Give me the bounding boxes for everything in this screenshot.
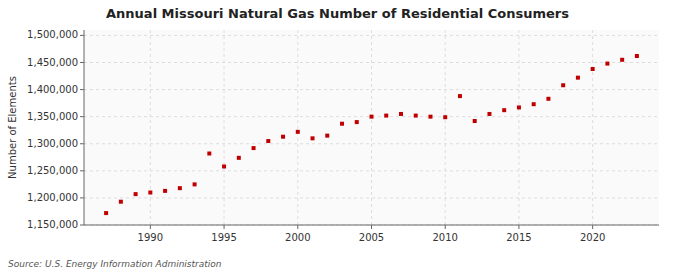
x-grid-line [371, 30, 372, 225]
x-tick [150, 225, 151, 229]
y-tick [80, 62, 84, 63]
point [193, 182, 197, 186]
points [104, 54, 639, 215]
point [576, 76, 580, 80]
y-tick-label: 1,500,000 [27, 29, 78, 40]
x-tick-label: 2000 [285, 232, 310, 243]
point [178, 186, 182, 190]
point [428, 115, 432, 119]
point [207, 152, 211, 156]
point [591, 67, 595, 71]
point [487, 112, 491, 116]
y-grid-line [84, 89, 659, 90]
point [605, 62, 609, 66]
title: Annual Missouri Natural Gas Number of Re… [106, 6, 569, 21]
chart: 1,150,000 1,200,000 1,250,000 1,300,000 1,35… [0, 0, 675, 275]
x-grid-line [150, 30, 151, 225]
y-tick [80, 143, 84, 144]
point [458, 94, 462, 98]
plot-area [84, 30, 659, 225]
y-tick-label: 1,400,000 [27, 84, 78, 95]
point [311, 136, 315, 140]
point [266, 139, 270, 143]
point [163, 189, 167, 193]
x-axis-line [84, 225, 659, 226]
point [384, 114, 388, 118]
y-tick [80, 35, 84, 36]
point [296, 130, 300, 134]
point [222, 165, 226, 169]
y-tick-label: 1,350,000 [27, 111, 78, 122]
x-tick-label: 1995 [211, 232, 236, 243]
point [546, 97, 550, 101]
x-tick-label: 1990 [138, 232, 163, 243]
y-tick [80, 225, 84, 226]
axes: 1,150,000 1,200,000 1,250,000 1,300,000 1,35… [27, 29, 659, 243]
point [148, 191, 152, 195]
point [620, 58, 624, 62]
x-tick [518, 225, 519, 229]
x-tick-label: 2015 [506, 232, 531, 243]
y-grid-line [84, 225, 659, 226]
x-grid-line [224, 30, 225, 225]
y-tick-label: 1,200,000 [27, 192, 78, 203]
point [340, 122, 344, 126]
y-axis-label: Number of Elements [7, 76, 18, 179]
x-tick-label: 2010 [432, 232, 457, 243]
point [414, 114, 418, 118]
x-grid-line [297, 30, 298, 225]
point [502, 108, 506, 112]
point [473, 119, 477, 123]
point [517, 105, 521, 109]
point [237, 156, 241, 160]
point [134, 192, 138, 196]
y-tick [80, 170, 84, 171]
y-tick-label: 1,450,000 [27, 57, 78, 68]
x-tick [371, 225, 372, 229]
x-grid-line [445, 30, 446, 225]
point [443, 115, 447, 119]
grid [84, 30, 659, 225]
point [635, 54, 639, 58]
point [252, 146, 256, 150]
point [119, 200, 123, 204]
x-tick-label: 2020 [580, 232, 605, 243]
point [532, 102, 536, 106]
x-grid-line [518, 30, 519, 225]
y-tick-label: 1,300,000 [27, 138, 78, 149]
point [104, 211, 108, 215]
point [325, 134, 329, 138]
point [399, 112, 403, 116]
y-axis-line [84, 30, 85, 225]
point [281, 135, 285, 139]
y-tick [80, 197, 84, 198]
x-tick [297, 225, 298, 229]
y-tick-label: 1,250,000 [27, 165, 78, 176]
x-tick [445, 225, 446, 229]
x-tick [224, 225, 225, 229]
x-grid-line [592, 30, 593, 225]
x-tick [592, 225, 593, 229]
y-tick-label: 1,150,000 [27, 219, 78, 230]
point [370, 115, 374, 119]
y-tick [80, 89, 84, 90]
x-tick-label: 2005 [359, 232, 384, 243]
y-tick [80, 116, 84, 117]
point [355, 120, 359, 124]
point [561, 83, 565, 87]
y-grid-line [84, 35, 659, 36]
source-note: Source: U.S. Energy Information Administ… [8, 259, 222, 269]
